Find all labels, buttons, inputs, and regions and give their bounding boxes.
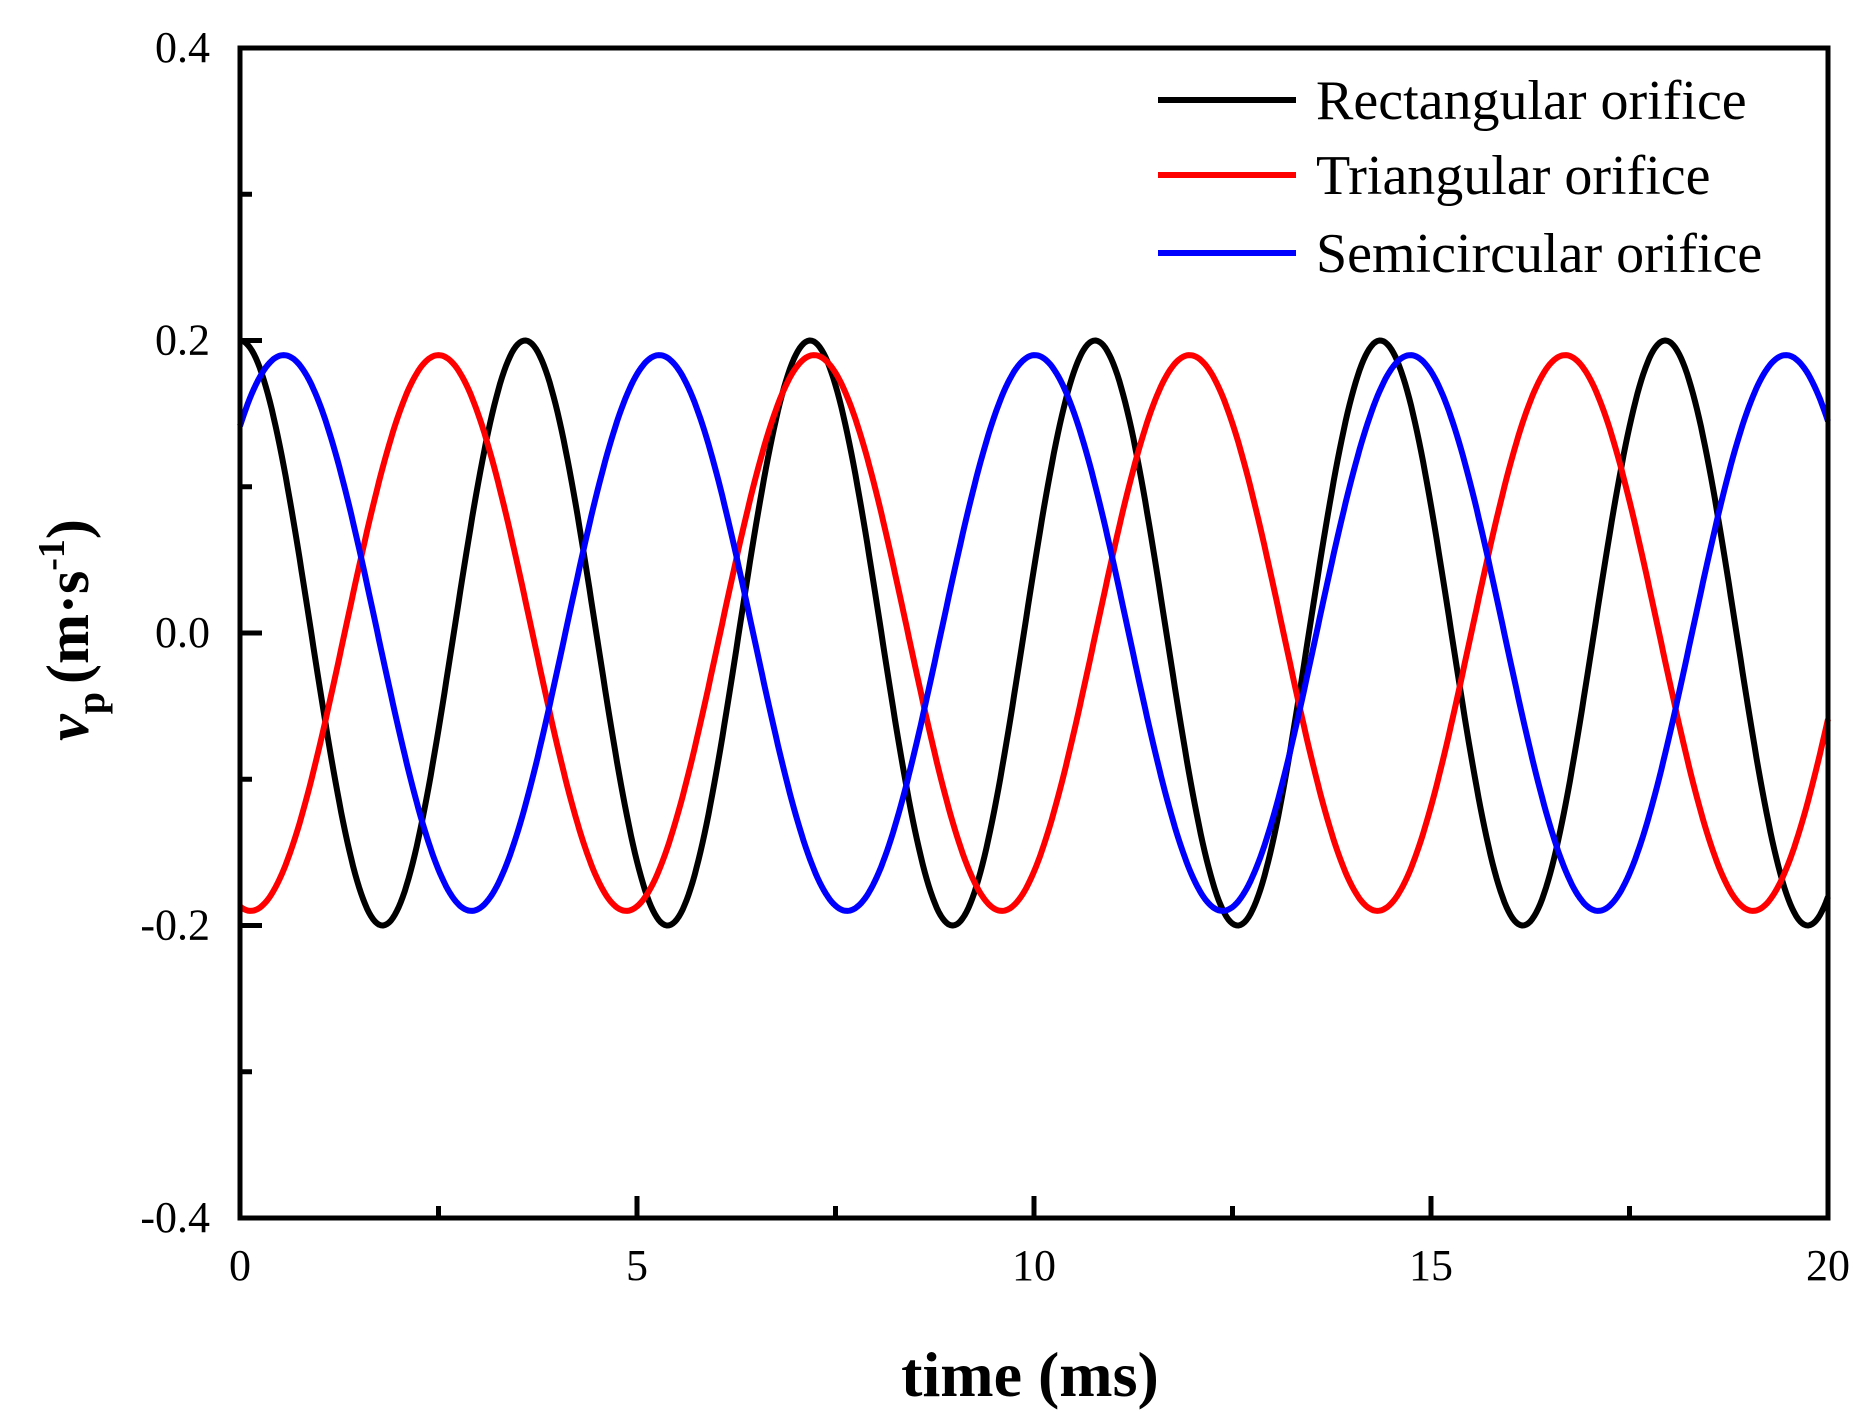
series-line-rectangular — [239, 337, 1831, 929]
x-tick-label-2: 10 — [1012, 1241, 1056, 1290]
series-layer — [237, 337, 1831, 929]
y-axis-title: vp (m·s-1) — [31, 519, 113, 741]
x-axis-title: time (ms) — [901, 1339, 1159, 1410]
y-axis-units-close: ) — [35, 519, 101, 539]
axis-ticks — [237, 45, 1831, 1221]
x-tick-label-0: 0 — [229, 1241, 251, 1290]
y-axis-units-exponent: -1 — [31, 539, 73, 571]
series-line-triangular — [238, 352, 1831, 914]
legend-label-semicircular: Semicircular orifice — [1316, 223, 1762, 285]
series-line-semicircular — [237, 352, 1831, 914]
x-tick-label-4: 20 — [1806, 1241, 1850, 1290]
x-tick-label-1: 5 — [626, 1241, 648, 1290]
y-tick-label-0: -0.4 — [140, 1193, 210, 1242]
legend-label-triangular: Triangular orifice — [1316, 145, 1711, 207]
y-axis-symbol: v — [35, 713, 101, 741]
svg-text:vp(m·s-1): vp (m·s-1) — [31, 519, 113, 741]
y-axis-subscript: p — [68, 692, 113, 714]
y-tick-label-2: 0.0 — [155, 608, 210, 657]
y-tick-label-1: -0.2 — [140, 901, 210, 950]
y-tick-label-3: 0.2 — [155, 316, 210, 365]
y-axis-units: (m·s — [35, 571, 101, 684]
legend-label-rectangular: Rectangular orifice — [1316, 70, 1747, 132]
legend: Rectangular orifice Triangular orifice S… — [1158, 70, 1762, 285]
y-tick-label-4: 0.4 — [155, 23, 210, 72]
axis-tick-labels: 0 5 10 15 20 -0.4 -0.2 0.0 0.2 0.4 — [140, 23, 1850, 1290]
x-tick-label-3: 15 — [1409, 1241, 1453, 1290]
